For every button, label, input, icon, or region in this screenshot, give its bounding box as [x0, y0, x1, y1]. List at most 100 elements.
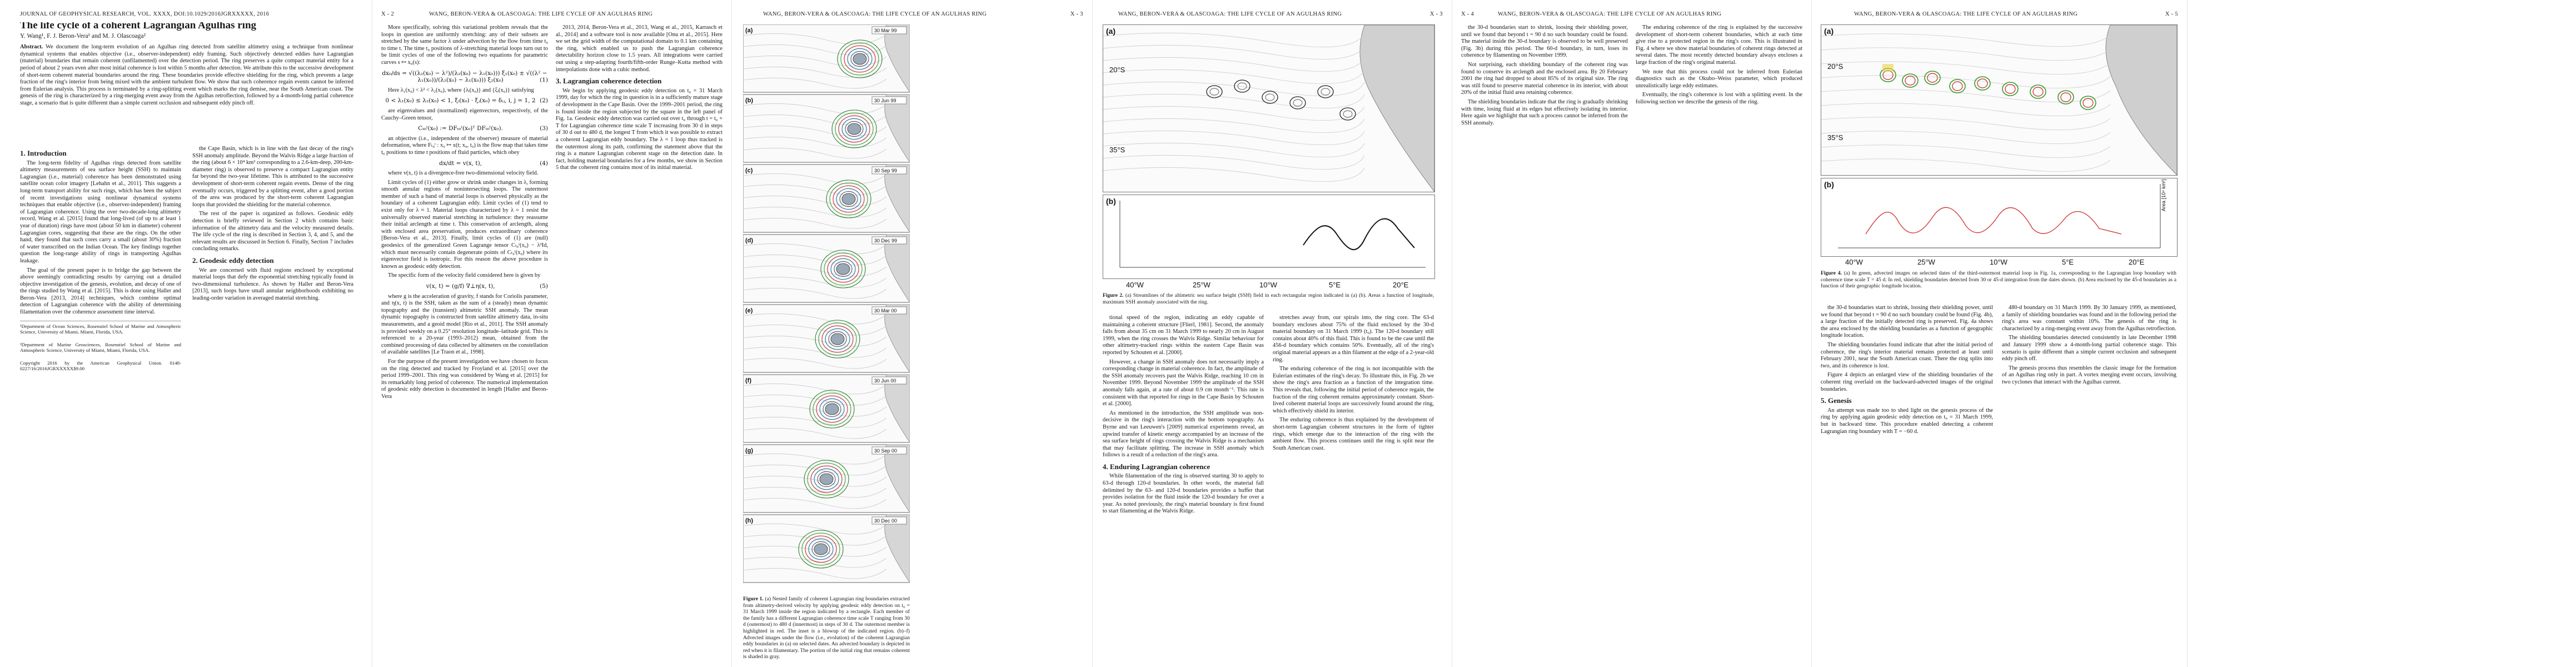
- ring-boundary: [826, 180, 871, 218]
- area-series: [1865, 207, 2122, 235]
- page-3: WANG, BERON-VERA & OLASCOAGA: THE LIFE C…: [732, 0, 1092, 667]
- paragraph: The goal of the present paper is to brid…: [20, 267, 181, 316]
- date-label: 30 Dec 00: [874, 518, 897, 524]
- ring-boundary: [801, 532, 840, 566]
- paragraph: tional speed of the region, indicating a…: [1103, 315, 1264, 356]
- page4-col-right: stretches away from, our spirals into, t…: [1273, 315, 1434, 659]
- ring-boundary: [831, 109, 877, 148]
- ring-core: [814, 543, 828, 555]
- panel-letter: (b): [1824, 180, 1834, 189]
- equation-4: dx/dt = v(x, t), (4): [381, 160, 548, 167]
- paragraph: The enduring coherence of the ring is no…: [1273, 366, 1434, 414]
- streamline: [743, 218, 887, 229]
- shielding-boundary: [1927, 73, 1938, 83]
- equation-number: (5): [540, 283, 548, 290]
- ring-contour-inner: [1237, 82, 1247, 90]
- paragraph: The enduring coherence of the ring is ex…: [1636, 24, 1802, 66]
- date-label: 30 Mar 99: [874, 28, 897, 33]
- x-tick-label: 40°W: [1126, 281, 1144, 289]
- figure-2-panel-a: [1103, 24, 1435, 192]
- streamline: [743, 487, 887, 498]
- date-label: 30 Sep 99: [874, 168, 897, 173]
- streamline: [743, 148, 887, 159]
- panel-frame: [743, 304, 910, 373]
- figure-2-panel-b: [1103, 195, 1435, 279]
- equation-1: dx₀/ds = √((λ₂(x₀) − λ²)/(λ₂(x₀) − λ₁(x₀…: [381, 70, 548, 84]
- x-tick-label: 5°E: [1329, 281, 1341, 289]
- ring-boundary: [828, 331, 847, 347]
- ring-boundary: [834, 261, 853, 277]
- running-head-text: WANG, BERON-VERA & OLASCOAGA: THE LIFE C…: [1118, 11, 1342, 17]
- streamline: [743, 266, 887, 277]
- paragraph: where g is the acceleration of gravity, …: [381, 293, 548, 356]
- ring-boundary: [839, 191, 858, 207]
- figure-2-caption: Figure 2. (a) Streamlines of the altimet…: [1103, 292, 1434, 305]
- figure-2b-plot: [1119, 201, 1426, 268]
- page5-col-left: the 30-d boundaries start to shrink, loo…: [1461, 24, 1628, 658]
- abstract: Abstract. We document the long-term evol…: [20, 44, 353, 107]
- streamline: [743, 336, 887, 347]
- equation-number: (4): [540, 160, 548, 167]
- equation-number: (1): [540, 77, 548, 84]
- x-tick-label: 10°W: [1259, 281, 1277, 289]
- page1-col-left: 1. Introduction The long-term fidelity o…: [20, 146, 181, 657]
- ring-boundary: [805, 535, 837, 563]
- section-heading: 3. Lagrangian coherence detection: [556, 77, 662, 86]
- shielding-boundary: [2060, 92, 2071, 102]
- running-head-text: WANG, BERON-VERA & OLASCOAGA: THE LIFE C…: [763, 11, 987, 17]
- ring-core: [825, 403, 839, 415]
- ring-contour: [1206, 85, 1223, 98]
- figure-1-panels: 30 Mar 99 (a) 30 Jun 99 (b) 30 Sep 99 (c) 30 D…: [743, 24, 910, 584]
- equation-number: (2): [540, 97, 548, 104]
- page-number: X - 3: [1429, 11, 1443, 17]
- page2-col-right: 2013, 2014, Beron-Vera et al., 2013, Wan…: [556, 24, 723, 658]
- streamline: [1103, 155, 1365, 170]
- streamline: [743, 568, 887, 579]
- page-number: X - 4: [1461, 11, 1474, 17]
- ring-contour: [1339, 107, 1356, 121]
- paragraph: The shielding boundaries found indicate …: [1821, 341, 1993, 369]
- page6-col-right: 480-d boundary on 31 March 1999. By 30 J…: [2002, 305, 2176, 660]
- paragraph: the 30-d boundaries start to shrink, loo…: [1821, 305, 1993, 339]
- paragraph: While filamentation of the ring is obser…: [1103, 473, 1264, 515]
- shielding-boundary: [1882, 70, 1894, 80]
- ring-contour: [1262, 91, 1278, 104]
- paragraph: Here λ₁(x₀) < λ² < λ₂(x₀), where {λᵢ(x₀)…: [388, 87, 534, 93]
- ring-boundary: [833, 185, 865, 213]
- ring-boundary: [827, 255, 859, 283]
- streamline: [743, 395, 887, 406]
- streamline: [1103, 32, 1365, 48]
- ring-boundary: [815, 320, 860, 359]
- panel-frame: [743, 164, 910, 233]
- streamline: [743, 243, 887, 255]
- page1-top: The life cycle of a coherent Lagrangian …: [20, 22, 353, 113]
- ring-boundary: [825, 328, 850, 350]
- paragraph: However, a change in SSH anomaly does no…: [1103, 359, 1264, 407]
- paragraph: 2013, 2014, Beron-Vera et al., 2013, Wan…: [556, 24, 723, 73]
- x-tick-label: 25°W: [1917, 258, 1935, 266]
- ring-core: [841, 193, 856, 205]
- date-label-box: [871, 446, 907, 455]
- ring-contour: [1289, 96, 1306, 109]
- x-tick-label: 25°W: [1193, 281, 1210, 289]
- paragraph: We are concerned with fluid regions encl…: [192, 267, 353, 301]
- ring-boundary: [845, 121, 864, 137]
- paragraph: For the purpose of the present investiga…: [381, 358, 548, 400]
- date-label: 30 Dec 99: [874, 238, 897, 243]
- equation-2: 0 < λ₁(x₀) ≤ λ₂(x₀) < 1, ξᵢ(x₀) · ξⱼ(x₀)…: [381, 97, 549, 104]
- figure-1-panel: 30 Jun 99 (b): [743, 94, 910, 163]
- running-head-text: WANG, BERON-VERA & OLASCOAGA: THE LIFE C…: [1498, 11, 1722, 17]
- page-7: [2188, 0, 2576, 667]
- streamline: [1821, 75, 2111, 89]
- streamline: [743, 126, 887, 137]
- panel-frame: [743, 94, 910, 163]
- ring-core: [819, 473, 834, 485]
- paragraph: An attempt was made too to shed light on…: [1821, 407, 1993, 435]
- page1-col-right: the Cape Basin, which is in line with th…: [192, 146, 353, 657]
- figure-4-panel-a: [1821, 24, 2178, 176]
- y-tick-label: 20°S: [1109, 66, 1125, 74]
- x-tick-label: 20°E: [2129, 258, 2145, 266]
- ring-boundary: [850, 51, 869, 67]
- streamline: [743, 524, 887, 535]
- paragraph: We begin by applying geodesic eddy detec…: [556, 87, 723, 171]
